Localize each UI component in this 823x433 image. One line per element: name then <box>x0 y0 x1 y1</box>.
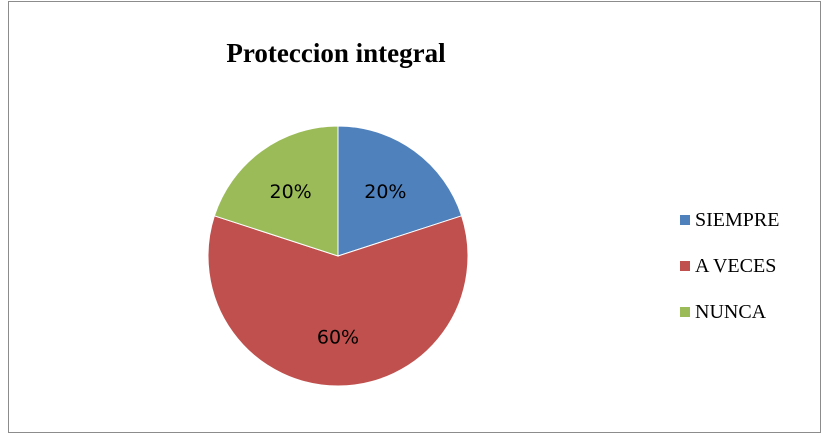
legend-swatch-siempre <box>680 215 690 225</box>
legend-swatch-a-veces <box>680 261 690 271</box>
data-label-nunca: 20% <box>270 181 312 203</box>
legend-item-a-veces: A VECES <box>680 243 779 289</box>
legend-item-siempre: SIEMPRE <box>680 197 779 243</box>
legend-swatch-nunca <box>680 307 690 317</box>
legend: SIEMPRE A VECES NUNCA <box>680 197 779 335</box>
pie-slice-siempre <box>337 125 463 257</box>
pie-slice-nunca <box>213 125 339 257</box>
legend-label-siempre: SIEMPRE <box>695 208 780 231</box>
data-label-siempre: 20% <box>364 181 406 203</box>
data-label-a-veces: 60% <box>317 327 359 349</box>
pie-slice-a-veces <box>207 215 469 387</box>
legend-label-a-veces: A VECES <box>695 254 777 277</box>
legend-label-nunca: NUNCA <box>695 300 767 323</box>
chart-title: Proteccion integral <box>226 38 446 68</box>
legend-item-nunca: NUNCA <box>680 289 779 335</box>
